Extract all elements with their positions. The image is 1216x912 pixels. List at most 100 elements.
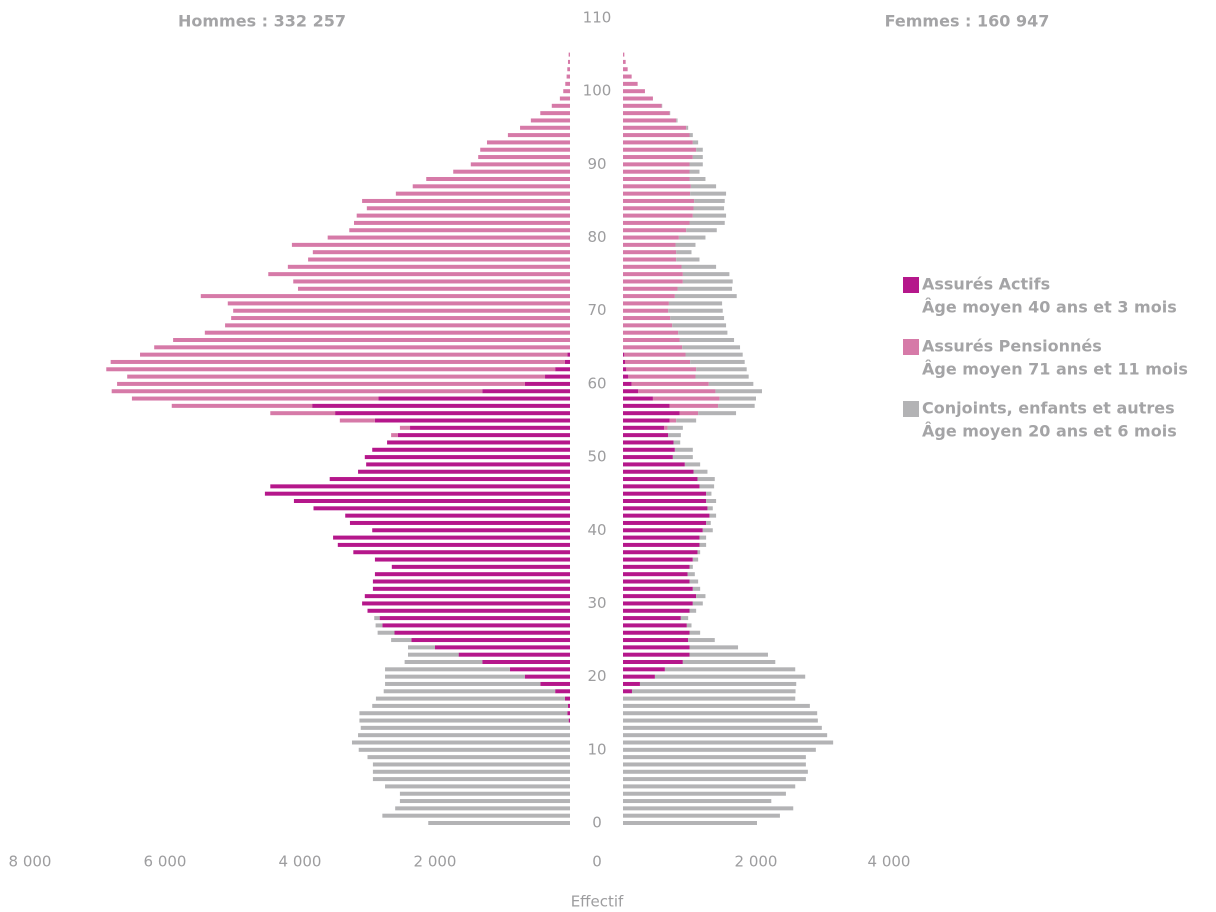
- bar-femmes: [707, 506, 713, 511]
- bar-hommes: [117, 381, 525, 386]
- legend-swatch: [903, 339, 919, 355]
- bar-hommes: [524, 381, 570, 386]
- bar-hommes: [567, 703, 570, 708]
- bar-femmes: [690, 191, 727, 196]
- bar-femmes: [623, 103, 662, 108]
- bar-hommes: [404, 660, 483, 664]
- bar-hommes: [364, 455, 570, 460]
- bar-hommes: [566, 74, 570, 79]
- bar-femmes: [623, 396, 653, 401]
- bar-hommes: [173, 338, 570, 342]
- bar-femmes: [709, 513, 717, 518]
- bar-femmes: [689, 608, 697, 613]
- bar-femmes: [674, 294, 737, 299]
- bar-hommes: [391, 433, 398, 438]
- bar-femmes: [623, 586, 693, 591]
- bar-femmes: [623, 616, 681, 621]
- y-tick-label: 20: [587, 667, 606, 685]
- bar-femmes: [697, 477, 715, 482]
- bar-hommes: [374, 572, 570, 577]
- bar-femmes: [688, 638, 715, 643]
- bar-hommes: [374, 616, 380, 621]
- bar-femmes: [624, 359, 691, 364]
- bar-hommes: [391, 564, 570, 569]
- bar-femmes: [694, 198, 725, 203]
- bar-hommes: [372, 703, 568, 708]
- bar-hommes: [567, 711, 570, 716]
- bar-hommes: [360, 725, 570, 730]
- bar-hommes: [345, 513, 570, 518]
- bar-femmes: [623, 367, 627, 372]
- bar-femmes: [692, 557, 699, 562]
- bar-femmes: [623, 440, 674, 445]
- bar-femmes: [623, 301, 669, 306]
- bar-femmes: [692, 601, 703, 606]
- bar-hommes: [385, 681, 541, 686]
- legend-subtitle: Âge moyen 20 ans et 6 mois: [922, 422, 1177, 441]
- bar-femmes: [623, 330, 679, 335]
- bar-femmes: [669, 111, 671, 116]
- bar-hommes: [375, 623, 383, 628]
- bar-femmes: [623, 359, 625, 364]
- bar-femmes: [623, 667, 665, 672]
- bar-hommes: [397, 433, 570, 438]
- bar-femmes: [686, 623, 692, 628]
- bar-femmes: [623, 147, 697, 152]
- bar-femmes: [623, 711, 818, 716]
- bar-hommes: [293, 279, 570, 284]
- bar-femmes: [623, 74, 632, 79]
- bar-femmes: [623, 784, 796, 789]
- bar-femmes: [697, 550, 701, 555]
- bar-hommes: [333, 535, 570, 540]
- bar-hommes: [411, 638, 570, 643]
- bar-hommes: [140, 352, 568, 357]
- bar-hommes: [200, 294, 570, 299]
- bar-femmes: [623, 491, 707, 496]
- bar-femmes: [689, 630, 701, 635]
- bar-femmes: [623, 228, 687, 233]
- bar-femmes: [684, 462, 701, 467]
- bar-hommes: [564, 696, 570, 701]
- bar-hommes: [372, 777, 570, 782]
- bar-femmes: [623, 279, 683, 284]
- bar-hommes: [372, 447, 570, 452]
- title-left: Hommes : 332 257: [178, 12, 346, 31]
- bar-femmes: [623, 594, 697, 599]
- bar-femmes: [689, 652, 768, 657]
- bar-femmes: [623, 433, 669, 438]
- bar-femmes: [695, 374, 749, 379]
- bar-femmes: [623, 733, 828, 738]
- bar-femmes: [669, 418, 677, 423]
- legend-label: Assurés Pensionnés: [922, 337, 1102, 356]
- bar-femmes: [692, 155, 703, 160]
- bar-hommes: [351, 740, 570, 745]
- bar-hommes: [327, 235, 570, 240]
- bar-hommes: [358, 733, 570, 738]
- bar-hommes: [268, 272, 570, 277]
- bar-femmes: [623, 725, 822, 730]
- bar-femmes: [652, 396, 720, 401]
- y-tick-label: 110: [583, 9, 612, 27]
- bar-hommes: [291, 242, 570, 247]
- legend-swatch: [903, 277, 919, 293]
- bar-femmes: [623, 791, 786, 796]
- bar-femmes: [689, 220, 725, 225]
- bar-femmes: [623, 403, 670, 408]
- bar-femmes: [669, 403, 719, 408]
- bar-hommes: [372, 586, 570, 591]
- bar-hommes: [349, 228, 570, 233]
- bar-femmes: [623, 762, 806, 767]
- bar-femmes: [623, 813, 780, 818]
- bar-femmes: [719, 396, 756, 401]
- bar-femmes: [623, 696, 796, 701]
- bar-femmes: [706, 499, 717, 503]
- bar-femmes: [623, 162, 690, 167]
- bar-femmes: [628, 374, 696, 379]
- bar-femmes: [668, 301, 723, 306]
- bar-hommes: [293, 499, 570, 503]
- bar-hommes: [412, 184, 570, 189]
- bar-femmes: [623, 59, 626, 64]
- bar-femmes: [670, 316, 725, 321]
- bar-femmes: [623, 213, 693, 218]
- bar-hommes: [399, 791, 570, 796]
